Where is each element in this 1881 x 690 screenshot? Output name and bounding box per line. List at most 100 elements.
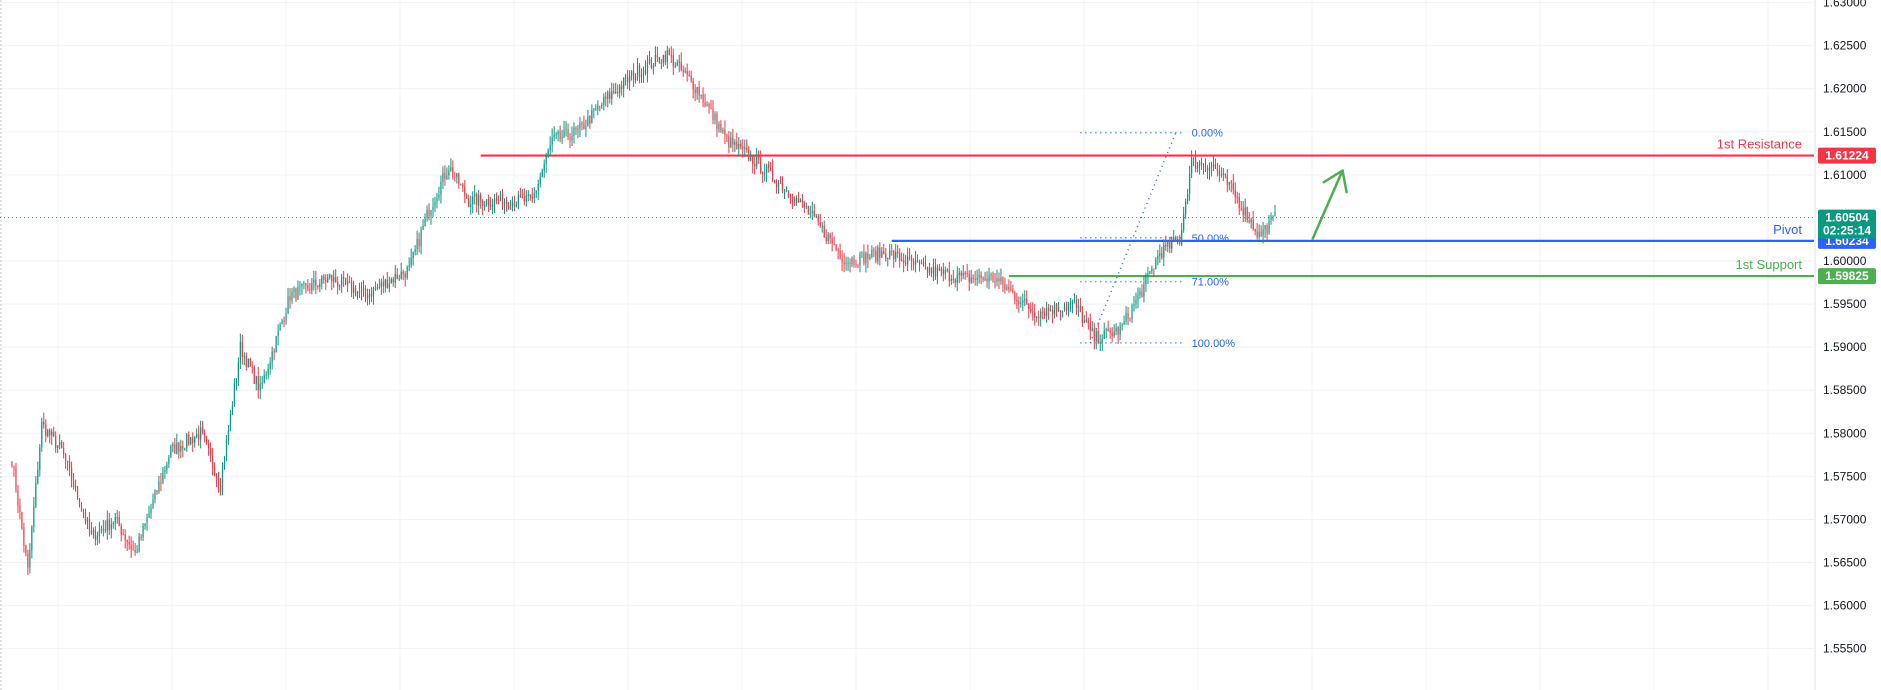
- projection-arrow[interactable]: [1311, 169, 1348, 240]
- candle-body: [922, 262, 925, 265]
- price-tick-label: 1.62000: [1823, 82, 1867, 96]
- candle-body: [390, 278, 392, 284]
- candle-body: [563, 130, 565, 138]
- candle-body: [912, 261, 915, 265]
- candle-body: [998, 278, 1000, 281]
- candle-body: [374, 288, 377, 290]
- candle-body: [1053, 303, 1056, 315]
- candle-body: [950, 278, 952, 282]
- candle-body: [1137, 294, 1139, 300]
- candle-body: [178, 442, 180, 452]
- candle-body: [362, 288, 365, 290]
- candle-body: [632, 71, 635, 81]
- candle-body: [920, 262, 923, 265]
- candle-body: [777, 182, 780, 188]
- candle-body: [476, 194, 478, 206]
- candle-body: [237, 362, 239, 379]
- candle-body: [521, 196, 523, 198]
- candle-body: [730, 137, 732, 148]
- arrow-shaft[interactable]: [1311, 169, 1344, 240]
- arrow-head[interactable]: [1322, 169, 1348, 194]
- candle-body: [909, 256, 911, 258]
- candle-body: [72, 480, 75, 488]
- candle-body: [408, 265, 410, 267]
- candle-body: [785, 190, 788, 192]
- candle-body: [213, 467, 216, 477]
- candle-body: [1165, 244, 1167, 247]
- candle-body: [970, 277, 972, 283]
- candle-body: [108, 519, 110, 530]
- candle-body: [887, 257, 889, 259]
- candle-body: [700, 94, 702, 96]
- candle-body: [198, 434, 200, 440]
- candle-body: [470, 204, 472, 207]
- candle-body: [1093, 328, 1095, 342]
- candle-body: [509, 207, 512, 209]
- candle-body: [1145, 275, 1147, 285]
- candle-body: [1204, 166, 1207, 168]
- candle-body: [86, 519, 89, 523]
- candle-body: [577, 128, 579, 130]
- candle-body: [1016, 300, 1018, 302]
- candle-body: [352, 287, 355, 293]
- candle-body: [416, 239, 418, 250]
- price-tick-label: 1.62500: [1823, 39, 1867, 53]
- candle-body: [924, 262, 927, 267]
- candle-body: [1200, 161, 1203, 165]
- candle-body: [1222, 173, 1224, 175]
- candle-body: [960, 272, 962, 276]
- candle-body: [174, 444, 176, 454]
- candle-body: [462, 184, 464, 187]
- candle-body: [51, 431, 53, 436]
- candle-body: [1238, 196, 1240, 209]
- candle-body: [656, 54, 659, 58]
- candle-body: [245, 355, 247, 367]
- candle-body: [398, 278, 400, 280]
- candle-body: [368, 293, 371, 299]
- fib-retracement[interactable]: 0.00% 50.00% 71.00% 100.00%: [1080, 128, 1235, 350]
- candle-body: [569, 137, 571, 141]
- candle-body: [1002, 277, 1004, 285]
- candle-body: [537, 183, 539, 191]
- candle-body: [948, 269, 950, 282]
- candle-body: [507, 203, 510, 208]
- candle-body: [122, 534, 124, 536]
- candle-body: [366, 295, 369, 299]
- candle-body: [535, 190, 537, 194]
- candle-body: [1167, 240, 1169, 247]
- candle-body: [623, 78, 625, 89]
- candle-body: [984, 278, 986, 280]
- candle-body: [1202, 164, 1205, 167]
- candle-body: [827, 234, 829, 242]
- price-axis[interactable]: 1.63000 1.62500 1.62000 1.61500 1.61000 1.600…: [1814, 0, 1881, 690]
- candle-body: [1079, 305, 1081, 312]
- candle-body: [706, 104, 708, 107]
- candle-body: [676, 62, 678, 66]
- candle-body: [88, 519, 91, 531]
- candle-body: [567, 129, 569, 138]
- candle-body: [1059, 310, 1062, 313]
- candle-body: [1010, 289, 1012, 291]
- candle-body: [289, 296, 291, 301]
- candle-body: [297, 286, 299, 300]
- candle-body: [525, 195, 527, 202]
- candle-body: [688, 74, 690, 77]
- 1st-resistance-price-label: 1.61224: [1825, 149, 1869, 163]
- candle-body: [821, 225, 823, 227]
- candle-body: [301, 283, 303, 287]
- candle-body: [235, 378, 238, 384]
- candle-body: [321, 276, 323, 284]
- candle-body: [436, 197, 438, 202]
- candle-body: [454, 176, 456, 178]
- candle-body: [543, 163, 545, 171]
- candle-body: [1153, 268, 1155, 270]
- candle-body: [529, 194, 531, 197]
- candle-body: [164, 469, 166, 473]
- price-tick-label: 1.63000: [1823, 0, 1867, 10]
- price-axis-background[interactable]: [1815, 0, 1881, 690]
- candle-body: [84, 514, 87, 523]
- candle-body: [259, 383, 261, 391]
